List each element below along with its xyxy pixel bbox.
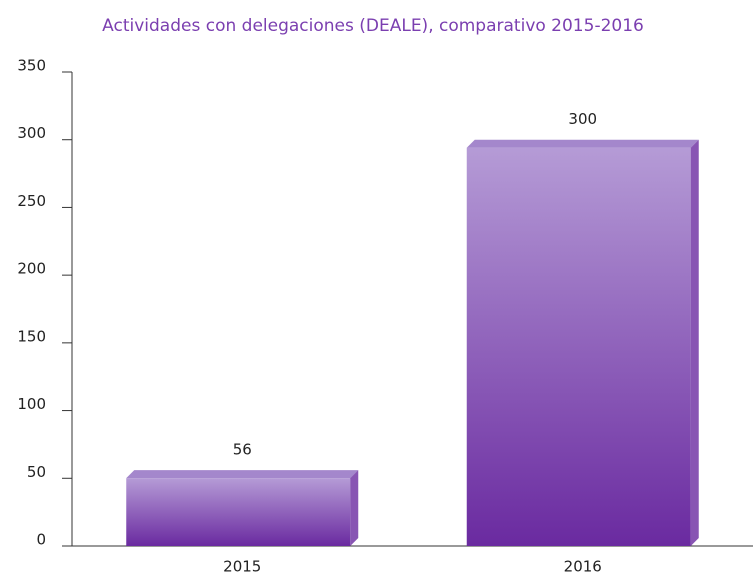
- y-tick-label: 0: [36, 531, 46, 549]
- x-tick-label: 2016: [564, 558, 602, 576]
- y-tick-label: 50: [27, 463, 46, 481]
- bar-side: [350, 470, 359, 546]
- value-label: 300: [568, 110, 597, 128]
- x-tick-label: 2015: [223, 558, 261, 576]
- bar: [466, 147, 691, 546]
- y-tick-label: 350: [17, 57, 46, 75]
- y-tick-label: 150: [17, 327, 46, 345]
- value-label: 56: [233, 441, 252, 459]
- bar-top: [466, 139, 699, 148]
- bar-top: [126, 470, 359, 479]
- bar: [126, 478, 351, 546]
- y-tick-label: 100: [17, 395, 46, 413]
- y-tick-label: 300: [17, 124, 46, 142]
- bar-side: [690, 139, 699, 546]
- chart-title: Actividades con delegaciones (DEALE), co…: [102, 16, 644, 36]
- y-tick-label: 250: [17, 192, 46, 210]
- y-tick-label: 200: [17, 260, 46, 278]
